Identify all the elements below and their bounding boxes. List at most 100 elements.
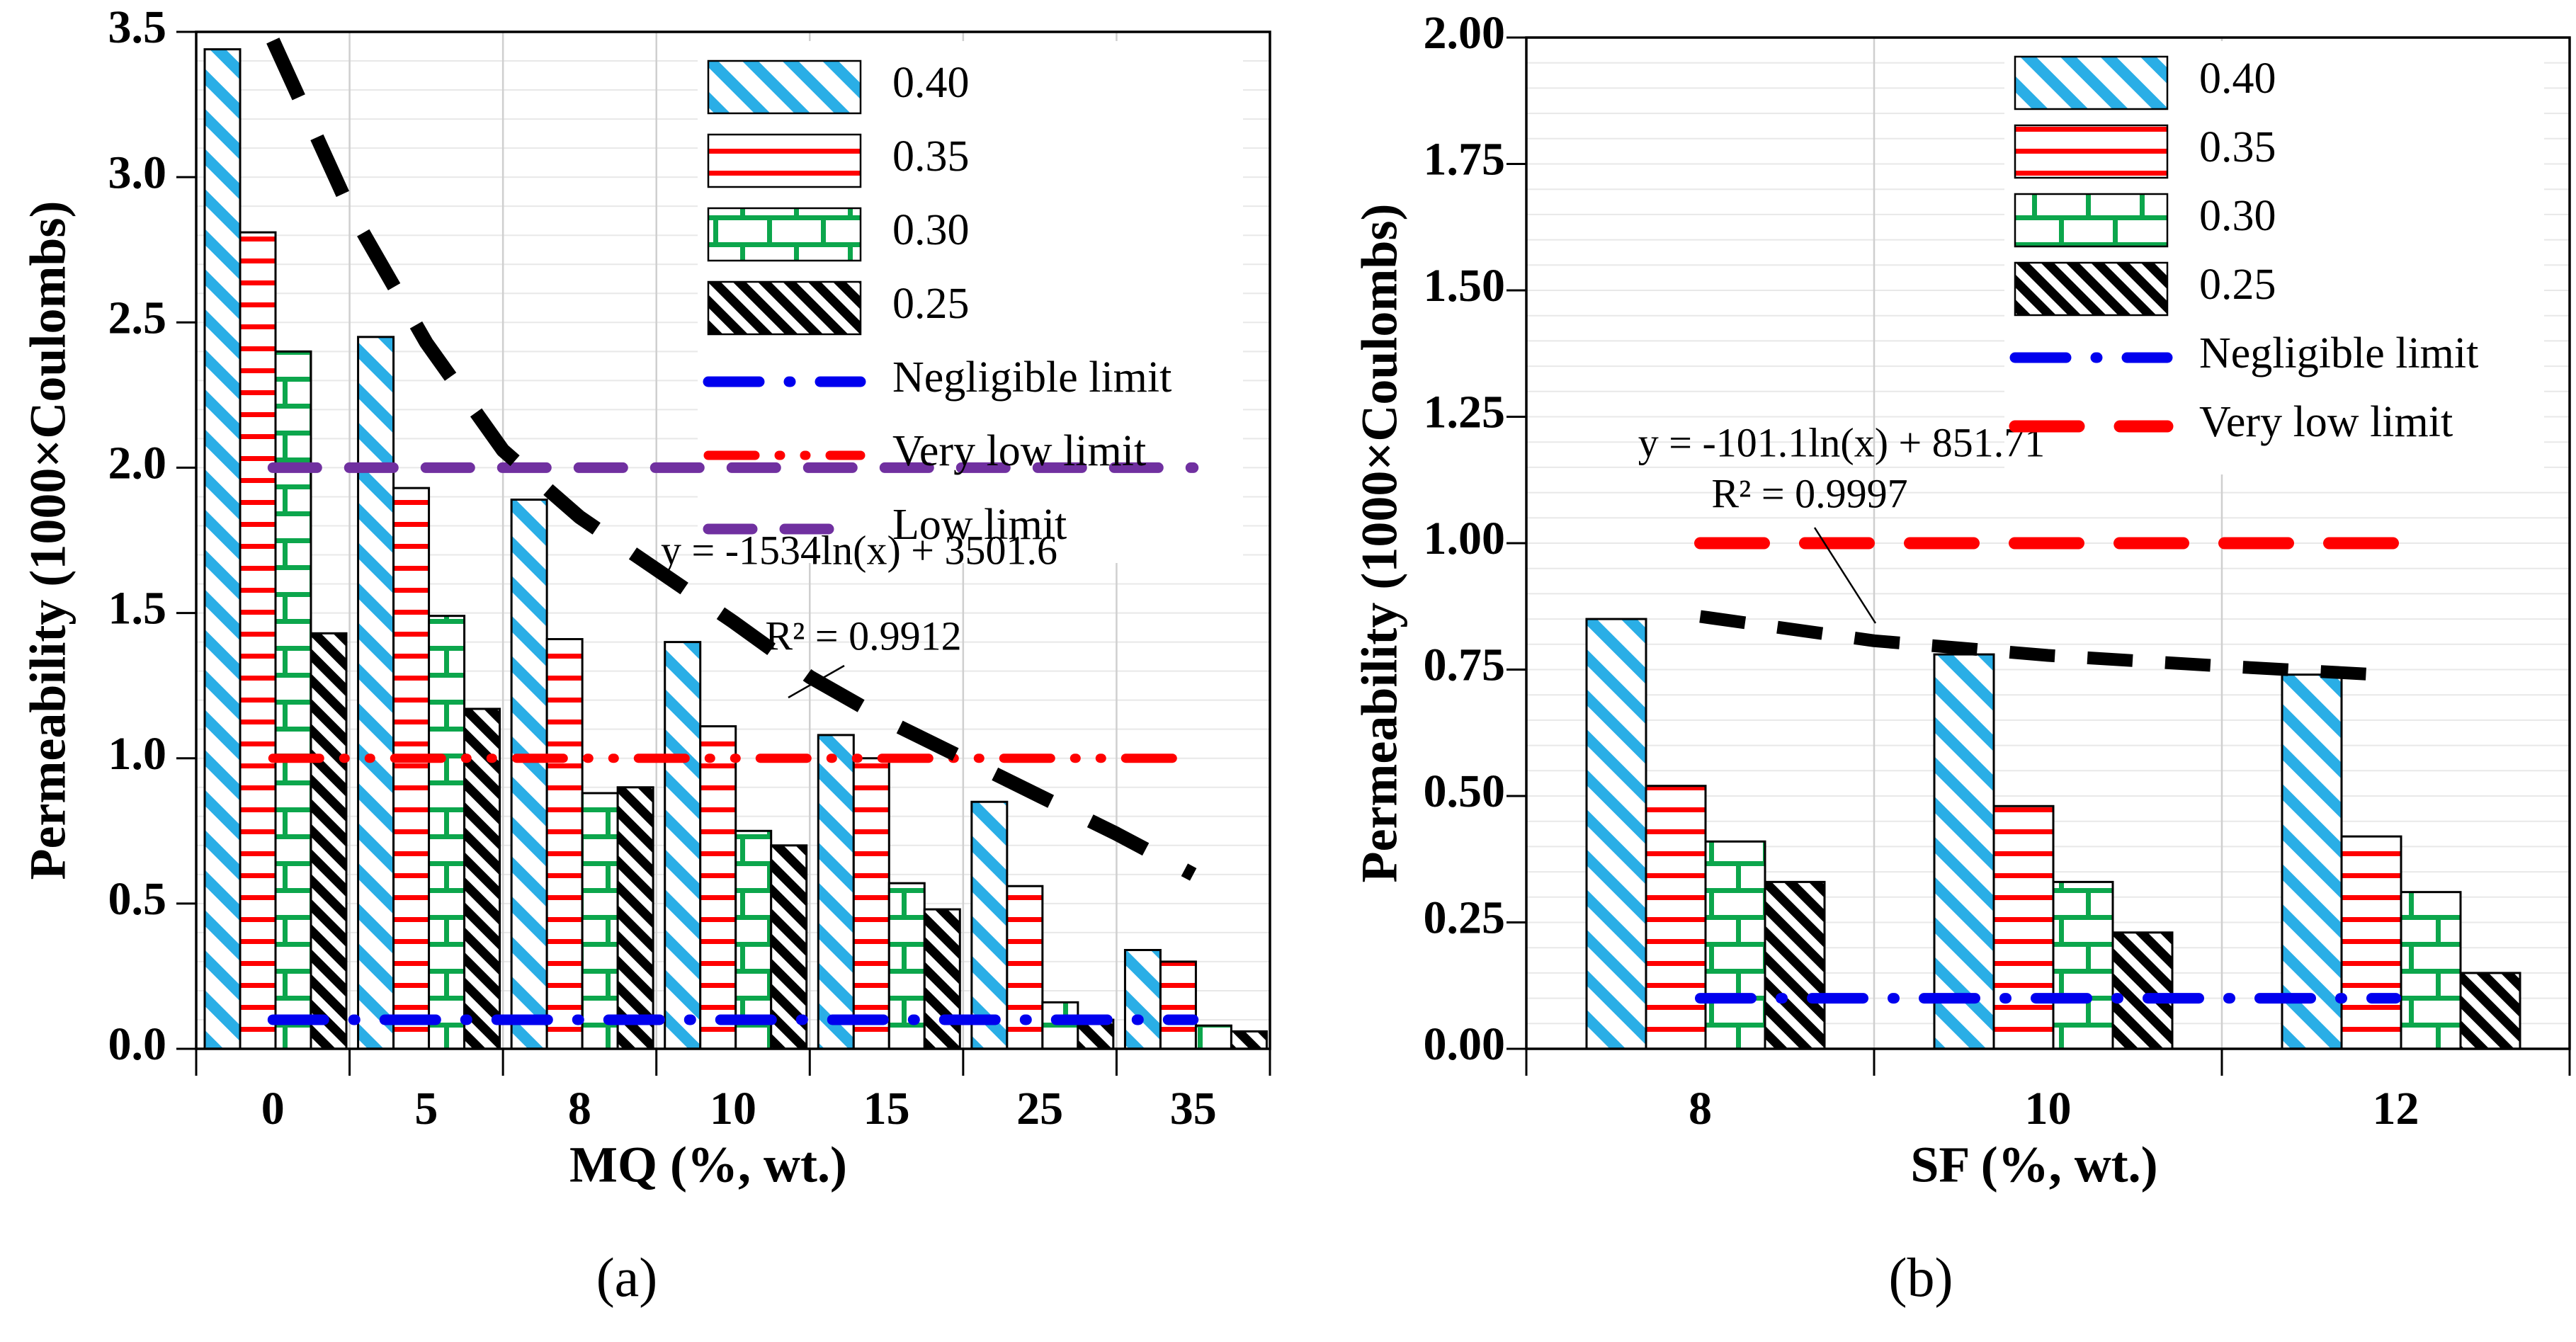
equation-b: y = -101.1ln(x) + 851.71 (1638, 419, 2045, 465)
legend-swatch-green-brick-icon (2014, 193, 2169, 248)
x-tick-label-a-15: 15 (863, 1083, 910, 1135)
y-tick-label-a-3.5: 3.5 (108, 1, 167, 53)
bar-a-wcm0.35-cat10 (699, 725, 737, 1050)
y-axis-title-a: Permeability (1000×Coulombs) (20, 201, 76, 880)
x-tick-label-a-5: 5 (414, 1083, 438, 1135)
series-b-0.40 (1585, 618, 2343, 1050)
bar-a-wcm0.25-cat5 (463, 707, 501, 1050)
trendline-b (1699, 610, 2396, 683)
legend-item-a-5: Very low limit (703, 427, 1146, 475)
x-tick-label-b-10: 10 (2025, 1083, 2072, 1135)
trendline-a (266, 38, 1197, 881)
equation-callout-a (788, 664, 845, 699)
y-tick-label-b-0.75: 0.75 (1424, 639, 1506, 691)
legend-label-b-5: Very low limit (2199, 398, 2453, 446)
x-tick-label-b-12: 12 (2373, 1083, 2419, 1135)
y-tick-label-a-1.0: 1.0 (108, 728, 167, 780)
bar-a-wcm0.40-cat15 (817, 734, 855, 1050)
x-axis-title-a: MQ (%, wt.) (569, 1137, 847, 1193)
bar-a-wcm0.30-cat15 (887, 882, 926, 1050)
bar-a-wcm0.40-cat5 (357, 336, 395, 1050)
bar-b-wcm0.40-cat12 (2281, 673, 2343, 1050)
x-axis-b: 8 10 12 (1525, 1049, 2571, 1135)
bar-a-wcm0.35-cat5 (392, 487, 431, 1050)
legend-b: 0.40 0.35 0.30 0.25 Negligible limit Very low… (2009, 55, 2478, 446)
y-tick-label-b-1.00: 1.00 (1424, 513, 1506, 564)
y-tick-label-b-1.50: 1.50 (1424, 260, 1506, 312)
legend-item-a-1: 0.35 (707, 132, 970, 188)
legend-label-a-4: Negligible limit (892, 353, 1171, 402)
y-tick-label-a-0.5: 0.5 (108, 873, 167, 925)
legend-label-b-1: 0.35 (2199, 123, 2276, 171)
y-axis-title-b: Permeability (1000×Coulombs) (1351, 204, 1408, 883)
legend-label-b-2: 0.30 (2199, 192, 2276, 240)
y-tick-label-b-0.00: 0.00 (1424, 1018, 1506, 1070)
legend-item-a-2: 0.30 (707, 206, 970, 262)
bar-b-wcm0.40-cat8 (1585, 618, 1647, 1050)
equation-callout-b (1813, 527, 1877, 624)
bar-b-wcm0.35-cat8 (1645, 785, 1707, 1050)
series-b-0.30 (1704, 840, 2462, 1050)
bar-b-wcm0.30-cat10 (2052, 880, 2114, 1050)
legend-label-b-4: Negligible limit (2199, 329, 2478, 377)
legend-item-a-4: Negligible limit (703, 353, 1171, 402)
legend-label-b-3: 0.25 (2199, 261, 2276, 309)
bar-b-wcm0.25-cat12 (2459, 972, 2521, 1050)
legend-swatch-cyan-diagonal-icon (2014, 55, 2169, 110)
bar-b-wcm0.25-cat10 (2111, 931, 2174, 1050)
bar-b-wcm0.35-cat12 (2340, 835, 2402, 1050)
legend-item-b-3: 0.25 (2014, 261, 2276, 317)
legend-swatch-black-diagonal-icon (707, 280, 862, 336)
y-tick-label-b-0.25: 0.25 (1424, 892, 1506, 944)
x-tick-label-a-0: 0 (261, 1083, 285, 1135)
y-axis-b: 0.00 0.25 0.50 0.75 1.00 1.25 1.50 1.75 2.00 (1424, 7, 1526, 1070)
legend-a: 0.40 0.35 0.30 0.25 Negligible limit Very low… (703, 59, 1171, 549)
legend-background (2004, 41, 2544, 474)
bar-a-wcm0.40-cat0 (203, 48, 242, 1050)
y-tick-label-b-1.25: 1.25 (1424, 387, 1506, 438)
y-tick-label-a-2.5: 2.5 (108, 292, 167, 343)
legend-item-b-1: 0.35 (2014, 123, 2276, 179)
bar-b-wcm0.30-cat8 (1704, 840, 1766, 1050)
y-axis-a: 0.0 0.5 1.0 1.5 2.0 2.5 3.0 3.5 (108, 1, 196, 1070)
y-tick-label-a-1.5: 1.5 (108, 583, 167, 635)
bar-a-wcm0.35-cat15 (852, 757, 890, 1050)
bar-a-wcm0.25-cat0 (310, 632, 348, 1050)
legend-label-a-6: Low limit (892, 501, 1067, 549)
legend-swatch-black-diagonal-icon (2014, 261, 2169, 317)
bar-b-wcm0.25-cat8 (1764, 880, 1826, 1050)
bar-a-wcm0.40-cat25 (970, 800, 1009, 1050)
legend-swatch-red-horizontal-icon (707, 133, 862, 188)
equation-r2-a: R² = 0.9912 (765, 613, 961, 659)
legend-swatch-cyan-diagonal-icon (707, 59, 862, 115)
legend-item-b-2: 0.30 (2014, 192, 2276, 248)
legend-swatch-red-horizontal-icon (2014, 124, 2169, 179)
legend-item-b-5: Very low limit (2009, 398, 2453, 446)
x-axis-a: 0 5 8 10 15 25 35 (195, 1049, 1271, 1135)
bar-a-wcm0.35-cat0 (239, 231, 277, 1050)
bar-b-wcm0.35-cat10 (1992, 804, 2055, 1050)
x-tick-label-b-8: 8 (1689, 1083, 1712, 1135)
x-tick-label-a-35: 35 (1170, 1083, 1217, 1135)
bar-a-wcm0.40-cat35 (1123, 949, 1162, 1050)
y-tick-label-b-2.00: 2.00 (1424, 7, 1506, 59)
legend-item-b-0: 0.40 (2014, 55, 2276, 110)
bar-a-wcm0.30-cat8 (581, 792, 619, 1050)
x-axis-title-b: SF (%, wt.) (1910, 1137, 2157, 1193)
legend-item-a-6: Low limit (703, 501, 1067, 549)
bar-a-wcm0.35-cat35 (1159, 960, 1197, 1050)
plot-border-a (195, 30, 1271, 1050)
bar-a-wcm0.30-cat0 (274, 350, 312, 1050)
legend-label-a-1: 0.35 (892, 132, 970, 181)
legend-item-a-0: 0.40 (707, 59, 970, 115)
bar-b-wcm0.40-cat10 (1933, 653, 1995, 1050)
legend-swatch-green-brick-icon (707, 207, 862, 262)
legend-label-a-0: 0.40 (892, 59, 970, 107)
series-a-0.35 (239, 231, 1197, 1050)
series-a-0.25 (310, 632, 1268, 1050)
bar-a-wcm0.25-cat8 (616, 786, 654, 1050)
x-tick-label-a-10: 10 (710, 1083, 756, 1135)
